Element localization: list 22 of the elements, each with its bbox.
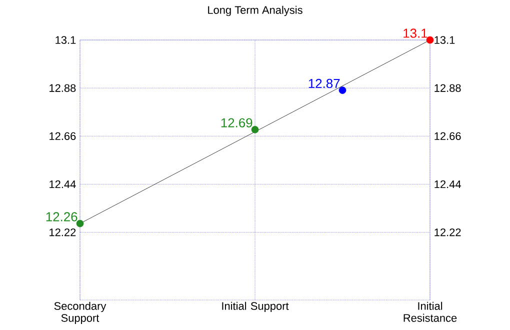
x-tick-label: Initial Support — [222, 302, 289, 312]
y2-tick-label: 12.88 — [434, 84, 461, 92]
point — [426, 36, 434, 44]
point — [76, 220, 84, 228]
x-tick-label: Secondary Support — [54, 302, 106, 324]
y2-tick-label: 12.22 — [434, 228, 461, 236]
y-tick-label: 12.88 — [50, 84, 76, 92]
y-tick-label: 13.1 — [56, 36, 76, 44]
y2-tick-label: 12.66 — [434, 132, 461, 140]
point — [251, 126, 259, 134]
y-tick-label: 12.44 — [50, 180, 76, 188]
x-tick-label: Initial Resistance — [404, 302, 457, 322]
data-label: 13.1 — [404, 28, 428, 38]
data-label: 12.69 — [221, 118, 252, 128]
y-tick-label: 12.66 — [50, 132, 76, 140]
y-tick-label: 12.22 — [50, 228, 76, 236]
data-label: 12.87 — [308, 78, 340, 88]
y2-tick-label: 12.44 — [434, 180, 461, 188]
data-label: 12.26 — [46, 212, 78, 222]
y2-tick-label: 13.1 — [434, 36, 455, 44]
point — [338, 86, 346, 94]
chart-title: Long Term Analysis — [208, 6, 302, 16]
